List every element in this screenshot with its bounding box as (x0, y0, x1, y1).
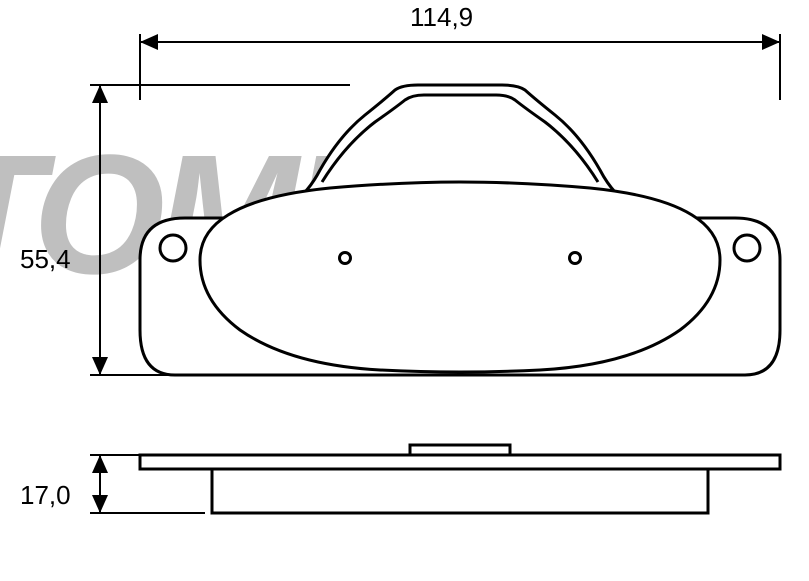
rivet-right (570, 253, 581, 264)
dim-width-label: 114,9 (410, 2, 473, 33)
drawing-svg (0, 0, 809, 581)
wing-hole-left (160, 235, 186, 261)
rivet-left (340, 253, 351, 264)
wing-hole-right (734, 235, 760, 261)
side-backplate (140, 455, 780, 469)
dim-thickness-label: 17,0 (20, 480, 71, 511)
top-view (140, 85, 780, 375)
side-pad (212, 469, 708, 513)
friction-pad (200, 182, 720, 372)
side-view (140, 445, 780, 513)
dim-height-label: 55,4 (20, 244, 71, 275)
